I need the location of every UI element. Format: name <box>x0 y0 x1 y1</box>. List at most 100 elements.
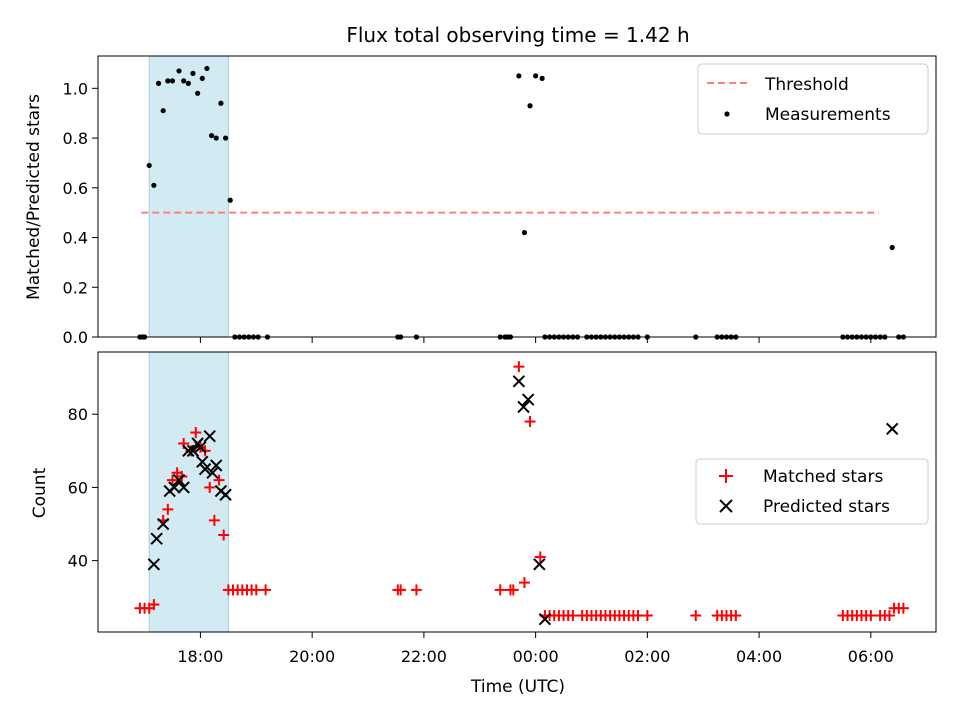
predicted-marker-b <box>172 473 186 487</box>
measurement-point <box>516 73 522 79</box>
bottom-y-axis: 40 60 80 <box>68 405 98 571</box>
predicted-star-marker <box>203 429 216 443</box>
predicted-marker-b <box>210 459 223 472</box>
x-axis-label: Time (UTC) <box>470 677 565 697</box>
matched-star-marker <box>641 610 653 622</box>
predicted-marker-b <box>156 517 170 531</box>
predicted-star-marker <box>886 422 899 436</box>
legend-label-matched: Matched stars <box>763 467 883 487</box>
measurement-point <box>889 244 895 251</box>
predicted-marker-b <box>517 400 530 414</box>
measurement-point <box>521 229 528 236</box>
bottom-x-axis: 18:00 20:00 22:00 00:00 02:00 04:00 06:00 <box>177 632 894 666</box>
x-tick-label: 22:00 <box>401 647 447 666</box>
predicted-star-marker <box>182 444 195 458</box>
predicted-marker-b <box>168 481 181 494</box>
matched-star-marker <box>204 481 216 493</box>
y-tick-label: 0.0 <box>63 328 88 347</box>
predicted-star-marker <box>194 440 207 454</box>
matched-star-marker <box>162 503 174 515</box>
predicted-marker-b <box>512 375 526 388</box>
predicted-marker-b <box>147 558 161 571</box>
matched-star-marker <box>166 474 178 486</box>
measurement-point <box>190 70 196 77</box>
predicted-marker-b <box>182 444 195 458</box>
y-tick-label: 0.8 <box>63 129 88 148</box>
measurement-point <box>176 68 182 74</box>
matched-star-marker <box>208 514 220 526</box>
top-y-axis: 0.0 0.2 0.4 0.6 0.8 1.0 <box>63 79 98 347</box>
predicted-marker-b <box>538 612 552 626</box>
predicted-star-marker <box>147 558 161 571</box>
measurement-point <box>181 78 187 84</box>
measurement-point <box>539 75 545 81</box>
matched-star-marker <box>148 599 160 611</box>
matched-star-marker <box>632 610 644 622</box>
predicted-star-marker <box>512 375 526 388</box>
predicted-star-marker <box>168 481 181 494</box>
measurement-point <box>208 132 215 139</box>
y-tick-label: 0.2 <box>63 278 88 297</box>
predicted-star-marker <box>210 459 223 472</box>
predicted-star-marker <box>533 558 546 571</box>
predicted-star-marker <box>219 488 232 501</box>
matched-star-marker <box>730 610 742 622</box>
top-axes-frame <box>97 55 937 338</box>
measurement-point <box>222 135 229 141</box>
matched-star-marker <box>218 529 230 541</box>
matched-star-marker <box>513 361 525 373</box>
predicted-marker-b <box>150 532 163 545</box>
matched-star-marker <box>865 610 877 622</box>
bottom-legend-box <box>695 458 929 525</box>
matched-star-marker <box>897 602 909 614</box>
x-tick-label: 02:00 <box>624 647 670 666</box>
predicted-star-marker <box>186 444 200 458</box>
matched-star-marker <box>524 416 536 428</box>
predicted-star-marker <box>172 473 186 487</box>
predicted-marker-b <box>886 422 899 436</box>
measurement-point <box>204 65 210 72</box>
measurement-point <box>533 73 539 79</box>
measurement-point <box>199 75 205 81</box>
top-legend: Threshold Measurements <box>697 63 929 135</box>
x-tick-label: 20:00 <box>289 647 335 666</box>
measurement-point <box>165 78 171 84</box>
chart-title: Flux total observing time = 1.42 h <box>346 23 689 47</box>
predicted-star-marker <box>156 517 170 531</box>
measurement-point <box>195 90 201 96</box>
predicted-stars-series <box>147 375 899 626</box>
y-tick-label: 1.0 <box>63 79 88 98</box>
predicted-star-marker <box>177 481 190 494</box>
matched-star-marker <box>213 474 225 486</box>
observing-interval-shade <box>148 55 229 338</box>
matched-star-marker <box>518 577 530 589</box>
bottom-axes-frame <box>97 351 937 633</box>
measurements-legend-swatch <box>724 111 730 117</box>
matched-star-marker <box>190 427 202 439</box>
measurement-point <box>151 182 157 188</box>
matched-star-marker <box>534 551 546 563</box>
x-tick-label: 00:00 <box>513 647 559 666</box>
predicted-marker-b <box>533 558 546 571</box>
predicted-marker-b <box>177 481 190 494</box>
matched-star-marker <box>395 584 407 596</box>
predicted-marker-b <box>186 444 200 458</box>
matched-star-marker <box>567 610 579 622</box>
predicted-star-marker <box>517 400 530 414</box>
matched-star-marker <box>410 584 422 596</box>
legend-label-predicted: Predicted stars <box>763 497 890 517</box>
x-tick-label: 18:00 <box>177 647 223 666</box>
matched-star-marker <box>690 610 702 622</box>
measurement-point <box>185 80 191 86</box>
measurement-point <box>227 197 233 203</box>
predicted-marker-b <box>203 429 216 443</box>
y-tick-label: 80 <box>68 405 88 424</box>
top-panel: 0.0 0.2 0.4 0.6 0.8 1.0 Matched/Predicted sta… <box>24 55 937 347</box>
matched-star-marker <box>494 584 506 596</box>
measurement-point <box>213 135 219 141</box>
measurement-point <box>169 78 176 84</box>
y-tick-label: 40 <box>68 552 88 571</box>
matched-star-marker <box>883 610 895 622</box>
measurement-point <box>218 100 224 106</box>
